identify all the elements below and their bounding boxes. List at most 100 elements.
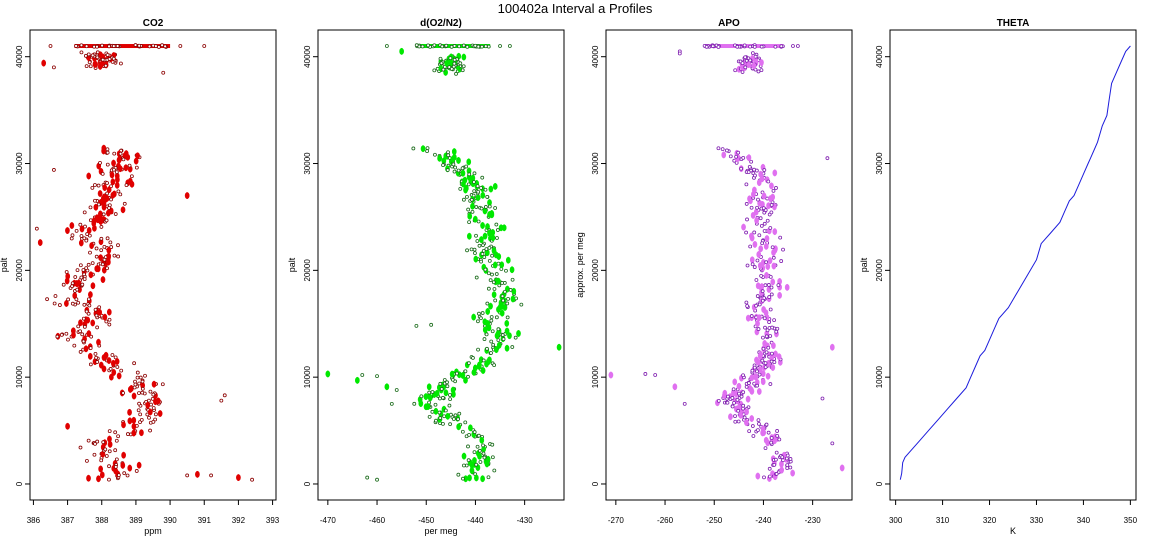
data-point: [106, 246, 112, 254]
data-point: [735, 397, 740, 402]
data-point: [749, 256, 755, 264]
data-point: [477, 311, 481, 316]
data-point: [93, 441, 97, 446]
data-point: [767, 295, 772, 299]
data-point: [115, 44, 120, 48]
data-point: [135, 370, 140, 375]
data-point: [466, 207, 471, 212]
plot-frame: [605, 29, 853, 501]
data-point: [768, 382, 773, 386]
data-point: [74, 228, 79, 233]
data-point: [467, 432, 471, 437]
x-tick-label: -250: [706, 516, 723, 525]
data-point: [95, 439, 100, 444]
data-point: [764, 334, 769, 339]
data-point: [485, 346, 489, 351]
data-point: [756, 428, 760, 432]
data-point: [741, 155, 746, 160]
data-point: [86, 330, 92, 338]
data-point: [102, 313, 108, 321]
data-point: [745, 263, 750, 268]
data-point: [775, 326, 780, 331]
data-point: [750, 262, 755, 267]
data-point: [762, 229, 767, 233]
data-point: [119, 368, 124, 373]
data-point: [66, 337, 70, 342]
data-point: [88, 346, 93, 351]
data-point: [741, 390, 746, 395]
outlier-point: [556, 343, 562, 351]
data-point: [744, 419, 749, 427]
data-point: [466, 361, 471, 366]
outlier-point: [682, 401, 687, 406]
data-point: [132, 361, 137, 366]
data-point: [52, 301, 57, 306]
x-tick-label: 386: [27, 516, 41, 525]
data-point: [754, 217, 759, 224]
data-point: [97, 305, 102, 310]
data-point: [473, 43, 478, 48]
data-point: [479, 236, 484, 244]
data-point: [486, 324, 492, 332]
x-tick-label: 393: [266, 516, 280, 525]
data-point: [64, 270, 69, 274]
data-point: [477, 243, 482, 248]
data-point: [59, 332, 64, 337]
outlier-point: [195, 470, 200, 478]
data-point: [764, 235, 770, 242]
y-axis-label: palt: [0, 257, 9, 272]
outlier-point: [55, 334, 60, 339]
y-tick-label: 0: [303, 481, 312, 486]
data-point: [470, 209, 475, 214]
data-point: [510, 345, 515, 349]
data-point: [86, 52, 91, 57]
data-point: [105, 236, 110, 241]
outlier-point: [355, 376, 360, 384]
data-point: [84, 64, 89, 69]
data-point: [489, 318, 494, 323]
data-point: [450, 377, 455, 382]
data-point: [74, 280, 80, 288]
outlier-point: [65, 422, 70, 430]
y-tick-label: 30000: [15, 152, 24, 175]
data-point: [755, 358, 761, 366]
data-point: [765, 263, 771, 270]
data-point: [763, 361, 768, 366]
data-point: [127, 408, 132, 416]
data-point: [76, 324, 81, 329]
data-point: [740, 70, 745, 74]
data-point: [153, 417, 158, 422]
data-point: [740, 61, 745, 66]
data-point: [111, 368, 117, 376]
data-point: [747, 429, 752, 434]
data-point: [777, 437, 782, 442]
panel-1: CO2 386 387 388 389 390 391 392 393 0 10000 20000 30…: [0, 18, 280, 536]
data-point: [752, 230, 757, 235]
data-point: [736, 382, 742, 390]
theta-line: [899, 45, 1131, 480]
data-point: [425, 403, 431, 411]
data-point: [102, 244, 107, 249]
data-point: [433, 407, 439, 415]
data-point: [772, 228, 778, 236]
data-point: [79, 275, 84, 280]
data-point: [736, 150, 741, 155]
data-point: [496, 306, 501, 313]
data-point: [57, 303, 62, 307]
data-point: [463, 369, 468, 374]
data-point: [748, 197, 753, 205]
data-point: [739, 166, 744, 171]
data-point: [114, 358, 120, 365]
data-point: [460, 169, 466, 177]
data-point: [475, 444, 480, 449]
data-point: [448, 393, 452, 397]
data-point: [103, 63, 108, 68]
data-point: [109, 197, 113, 202]
data-point: [160, 382, 165, 387]
data-point: [765, 218, 770, 223]
ceiling-band: [74, 44, 171, 49]
data-point: [88, 250, 92, 255]
x-tick-label: -460: [369, 516, 386, 525]
data-point: [466, 374, 470, 379]
data-point: [441, 67, 446, 72]
